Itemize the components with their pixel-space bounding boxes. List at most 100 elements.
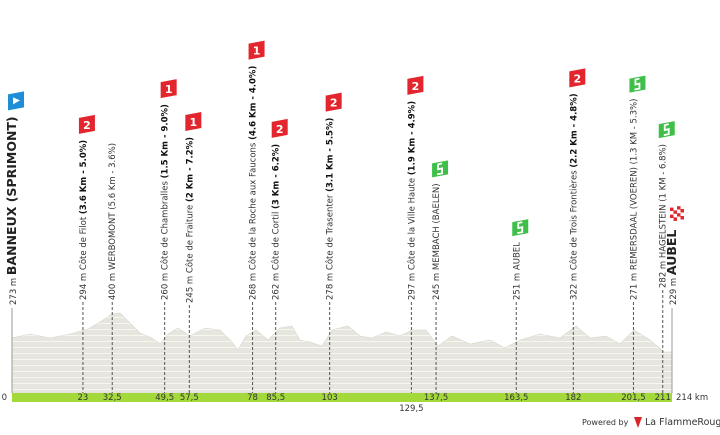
km-label: 129,5 <box>399 404 423 414</box>
brand-logo <box>634 417 642 428</box>
waypoint-label: 282 m HAGELSTEIN (1 KM - 6.8%) <box>659 144 669 288</box>
altitude: 282 m <box>659 261 669 288</box>
place-name: MEMBACH (BAELEN) <box>432 183 442 270</box>
distance-bar <box>12 393 672 402</box>
climb-detail: (4.6 Km - 4.0%) <box>249 66 259 140</box>
climb-badge <box>248 40 265 60</box>
place-name: AUBEL <box>664 230 679 276</box>
sprint-icon <box>663 123 670 136</box>
place-name: Côte de Chambralles <box>160 180 171 270</box>
km-label: 211 <box>655 393 671 403</box>
waypoint-label: 294 m Côte de Filot (3.6 Km - 5.0%) <box>78 140 89 300</box>
climb-category: 2 <box>83 119 91 132</box>
km-label: 163,5 <box>504 393 528 403</box>
altitude: 260 m <box>161 273 171 300</box>
waypoints: 273 m BANNEUX (SPRIMONT) 0 294 m Côte de F… <box>2 40 708 414</box>
place-name: WERBOMONT <box>108 212 118 270</box>
place-name: Côte de Trasenter <box>325 194 336 270</box>
climb-badge <box>160 79 177 99</box>
waypoint-label: 260 m Côte de Chambralles (1.5 Km - 9.0%… <box>160 104 171 300</box>
finish-flag <box>673 206 677 211</box>
place-name: REMERSDAAL (VOEREN) <box>629 167 639 270</box>
climb-detail: (3 Km - 6.2%) <box>272 144 282 209</box>
climb-badge <box>271 118 288 138</box>
place-name: BANNEUX (SPRIMONT) <box>4 116 19 275</box>
km-label: 78 <box>247 393 258 403</box>
finish-flag <box>677 206 681 210</box>
finish-flag <box>670 218 674 222</box>
altitude: 297 m <box>407 273 417 300</box>
altitude: 268 m <box>249 273 259 300</box>
place-name: Côte de Trois Frontières <box>568 170 579 270</box>
climb-category: 1 <box>253 45 261 58</box>
waypoint-label: 273 m BANNEUX (SPRIMONT) <box>4 116 19 305</box>
climb-category: 1 <box>165 83 173 96</box>
place-name: Côte de la Roche aux Faucons <box>248 142 259 270</box>
waypoint-label: 245 m Côte de Fraiture (2 Km - 7.2%) <box>184 137 195 303</box>
climb-detail: (1.5 Km - 9.0%) <box>161 104 171 178</box>
km-label: 201,5 <box>621 393 645 403</box>
finish-flag <box>670 211 674 215</box>
climb-badge <box>569 68 586 88</box>
finish-flag <box>673 217 677 221</box>
climb-category: 2 <box>412 80 420 93</box>
altitude: 229 m <box>669 278 679 305</box>
km-label: 0 <box>2 393 7 403</box>
climb-detail: (1.3 KM - 5.3%) <box>629 99 639 165</box>
waypoint-label: 251 m AUBEL <box>512 242 522 300</box>
waypoint-label: 245 m MEMBACH (BAELEN) <box>432 183 442 300</box>
km-label: 182 <box>565 393 581 403</box>
finish-flag <box>680 215 684 220</box>
climb-category: 2 <box>330 97 338 110</box>
climb-detail: (2 Km - 7.2%) <box>185 137 195 202</box>
finish-flag <box>673 213 677 218</box>
altitude: 245 m <box>432 273 442 300</box>
place-name: Côte de la Ville Haute <box>406 178 417 270</box>
finish-flag <box>680 208 684 213</box>
waypoint-label: 268 m Côte de la Roche aux Faucons (4.6 … <box>248 66 259 300</box>
altitude: 262 m <box>272 273 282 300</box>
sprint-icon <box>436 162 443 176</box>
km-label: 214 km <box>676 393 708 403</box>
waypoint-label: 322 m Côte de Trois Frontières (2.2 Km -… <box>568 93 579 300</box>
altitude: 400 m <box>108 273 118 300</box>
km-label: 23 <box>78 393 89 403</box>
altitude: 294 m <box>79 273 89 300</box>
waypoint-label: 400 m WERBOMONT (5.6 Km - 3.6%) <box>108 143 118 300</box>
finish-flag <box>677 213 681 217</box>
powered-by: Powered by <box>582 418 629 427</box>
place-name: Côte de Filot <box>78 216 89 270</box>
sprint-icon <box>634 77 641 91</box>
km-label: 49,5 <box>155 393 174 403</box>
waypoint-label: 262 m Côte de Cortil (3 Km - 6.2%) <box>271 144 282 300</box>
climb-detail: (2.2 Km - 4.8%) <box>569 93 579 167</box>
place-name: HAGELSTEIN <box>659 205 669 259</box>
waypoint-label: 297 m Côte de la Ville Haute (1.9 Km - 4… <box>406 101 417 300</box>
sprint-icon <box>517 221 524 234</box>
waypoint-label: 278 m Côte de Trasenter (3.1 Km - 5.5%) <box>325 118 336 300</box>
start-arrow <box>13 97 20 105</box>
climb-detail: (1.9 Km - 4.9%) <box>407 101 417 175</box>
altitude: 273 m <box>9 278 19 305</box>
climb-detail: (3.1 Km - 5.5%) <box>326 118 336 192</box>
brand: La FlammeRouge <box>645 417 720 428</box>
climb-detail: (5.6 Km - 3.6%) <box>108 143 118 210</box>
climb-detail: (1 KM - 6.8%) <box>659 144 669 202</box>
climb-category: 2 <box>276 123 284 136</box>
finish-flag <box>673 210 677 214</box>
place-name: AUBEL <box>512 242 522 270</box>
climb-badge <box>407 75 424 95</box>
altitude: 278 m <box>326 273 336 300</box>
km-label: 32,5 <box>103 393 122 403</box>
place-name: Côte de Fraiture <box>184 205 195 273</box>
waypoint-label: 271 m REMERSDAAL (VOEREN) (1.3 KM - 5.3%… <box>629 99 639 300</box>
finish-flag <box>677 216 681 221</box>
place-name: Côte de Cortil <box>271 212 282 270</box>
finish-flag <box>670 214 674 219</box>
km-label: 57,5 <box>180 393 199 403</box>
finish-flag <box>680 212 684 216</box>
climb-category: 1 <box>190 116 198 129</box>
altitude: 322 m <box>569 273 579 300</box>
